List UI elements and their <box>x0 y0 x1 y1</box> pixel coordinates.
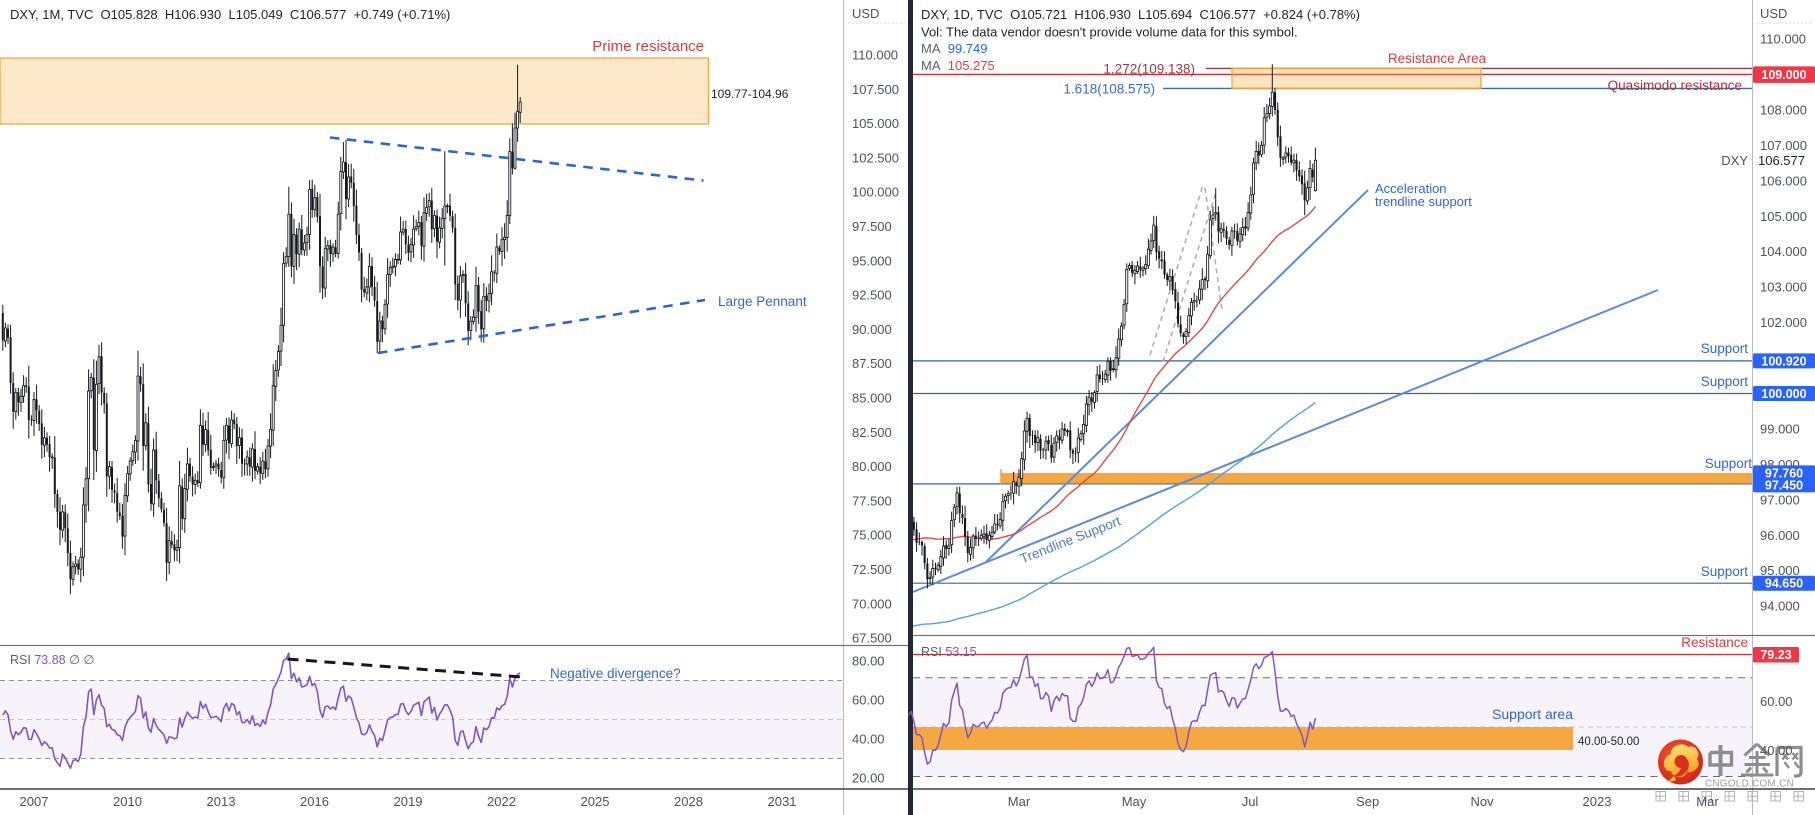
svg-text:2019: 2019 <box>394 794 423 809</box>
svg-text:2025: 2025 <box>581 794 610 809</box>
svg-text:Resistance: Resistance <box>1681 635 1748 650</box>
svg-text:108.000: 108.000 <box>1760 102 1807 117</box>
svg-text:97.000: 97.000 <box>1760 492 1800 507</box>
svg-text:Sep: Sep <box>1356 794 1379 809</box>
svg-text:105.000: 105.000 <box>1760 209 1807 224</box>
svg-text:Acceleration: Acceleration <box>1375 181 1447 196</box>
svg-text:Mar: Mar <box>1696 794 1719 809</box>
svg-text:77.500: 77.500 <box>852 493 892 508</box>
svg-text:1.272(109.138): 1.272(109.138) <box>1103 62 1195 77</box>
svg-text:DXY: DXY <box>1721 153 1748 168</box>
svg-text:RSI 73.88 ∅ ∅: RSI 73.88 ∅ ∅ <box>10 653 94 667</box>
svg-text:2023: 2023 <box>1583 794 1612 809</box>
svg-text:100.000: 100.000 <box>1761 387 1806 401</box>
svg-text:106.577: 106.577 <box>1758 153 1805 168</box>
svg-text:Quasimodo resistance: Quasimodo resistance <box>1608 78 1742 93</box>
svg-text:107.000: 107.000 <box>1760 138 1807 153</box>
svg-text:95.000: 95.000 <box>1760 563 1800 578</box>
svg-text:96.000: 96.000 <box>1760 528 1800 543</box>
svg-text:75.000: 75.000 <box>852 528 892 543</box>
svg-text:Large Pennant: Large Pennant <box>718 294 807 309</box>
svg-text:2022: 2022 <box>487 794 516 809</box>
svg-text:RSI 53.15: RSI 53.15 <box>921 645 977 659</box>
svg-text:20.00: 20.00 <box>852 771 885 786</box>
svg-text:97.450: 97.450 <box>1765 478 1803 492</box>
svg-text:Prime resistance: Prime resistance <box>592 38 704 55</box>
svg-text:107.500: 107.500 <box>852 82 899 97</box>
svg-text:97.500: 97.500 <box>852 219 892 234</box>
svg-text:79.23: 79.23 <box>1760 648 1791 662</box>
svg-text:Support: Support <box>1705 456 1753 471</box>
svg-text:109.000: 109.000 <box>1761 68 1806 82</box>
svg-text:99.000: 99.000 <box>1760 422 1800 437</box>
svg-text:2013: 2013 <box>207 794 236 809</box>
svg-text:DXY, 1M, TVC O105.828 H106.9: DXY, 1M, TVC O105.828 H106.930 L105.049 … <box>10 7 450 22</box>
svg-text:Support area: Support area <box>1492 706 1573 722</box>
svg-text:100.920: 100.920 <box>1761 354 1806 368</box>
svg-text:1.618(108.575): 1.618(108.575) <box>1063 82 1155 97</box>
svg-text:2031: 2031 <box>768 794 797 809</box>
svg-text:60.00: 60.00 <box>852 693 885 708</box>
svg-text:Resistance Area: Resistance Area <box>1388 51 1487 66</box>
svg-text:Vol: The data vendor doesn't p: Vol: The data vendor doesn't provide vol… <box>921 25 1298 40</box>
svg-text:94.650: 94.650 <box>1765 577 1803 591</box>
svg-text:40.00: 40.00 <box>852 732 885 747</box>
svg-text:104.000: 104.000 <box>1760 244 1807 259</box>
svg-text:Negative divergence?: Negative divergence? <box>550 666 681 681</box>
svg-text:87.500: 87.500 <box>852 356 892 371</box>
svg-text:Jul: Jul <box>1242 794 1259 809</box>
svg-text:DXY, 1D, TVC O105.721 H106.9: DXY, 1D, TVC O105.721 H106.930 L105.694 … <box>921 7 1360 22</box>
svg-text:40.00: 40.00 <box>1760 743 1793 758</box>
svg-text:MA 99.749: MA 99.749 <box>921 41 988 56</box>
svg-text:80.000: 80.000 <box>852 459 892 474</box>
svg-text:102.000: 102.000 <box>1760 315 1807 330</box>
svg-text:trendline support: trendline support <box>1375 194 1472 209</box>
svg-text:85.000: 85.000 <box>852 391 892 406</box>
svg-text:110.000: 110.000 <box>852 48 898 63</box>
svg-text:Support: Support <box>1701 341 1749 356</box>
svg-text:60.00: 60.00 <box>1760 694 1793 709</box>
svg-text:90.000: 90.000 <box>852 322 892 337</box>
svg-text:105.000: 105.000 <box>852 116 899 131</box>
svg-text:94.000: 94.000 <box>1760 599 1800 614</box>
svg-text:102.500: 102.500 <box>852 150 899 165</box>
svg-text:2007: 2007 <box>20 794 49 809</box>
svg-text:106.000: 106.000 <box>1760 173 1807 188</box>
svg-text:70.000: 70.000 <box>852 596 892 611</box>
svg-text:Support: Support <box>1701 564 1749 579</box>
svg-text:MA 105.275: MA 105.275 <box>921 58 995 73</box>
svg-text:CNGOLD.COM.CN: CNGOLD.COM.CN <box>1705 779 1794 790</box>
svg-text:Nov: Nov <box>1470 794 1494 809</box>
svg-text:2010: 2010 <box>113 794 142 809</box>
svg-text:110.000: 110.000 <box>1760 32 1806 47</box>
svg-text:82.500: 82.500 <box>852 425 892 440</box>
svg-text:USD: USD <box>1760 6 1787 21</box>
svg-text:USD: USD <box>852 6 879 21</box>
svg-text:92.500: 92.500 <box>852 288 892 303</box>
svg-text:109.77-104.96: 109.77-104.96 <box>711 87 789 101</box>
svg-text:80.00: 80.00 <box>852 654 885 669</box>
svg-text:72.500: 72.500 <box>852 562 892 577</box>
svg-text:Support: Support <box>1701 374 1749 389</box>
svg-text:2016: 2016 <box>300 794 329 809</box>
svg-text:2028: 2028 <box>674 794 703 809</box>
svg-text:97.760: 97.760 <box>1765 466 1803 480</box>
svg-text:100.000: 100.000 <box>852 185 899 200</box>
svg-text:May: May <box>1122 794 1147 809</box>
svg-text:95.000: 95.000 <box>852 253 892 268</box>
svg-text:40.00-50.00: 40.00-50.00 <box>1578 736 1639 748</box>
svg-text:Mar: Mar <box>1008 794 1031 809</box>
svg-text:67.500: 67.500 <box>852 631 892 646</box>
svg-text:103.000: 103.000 <box>1760 280 1807 295</box>
